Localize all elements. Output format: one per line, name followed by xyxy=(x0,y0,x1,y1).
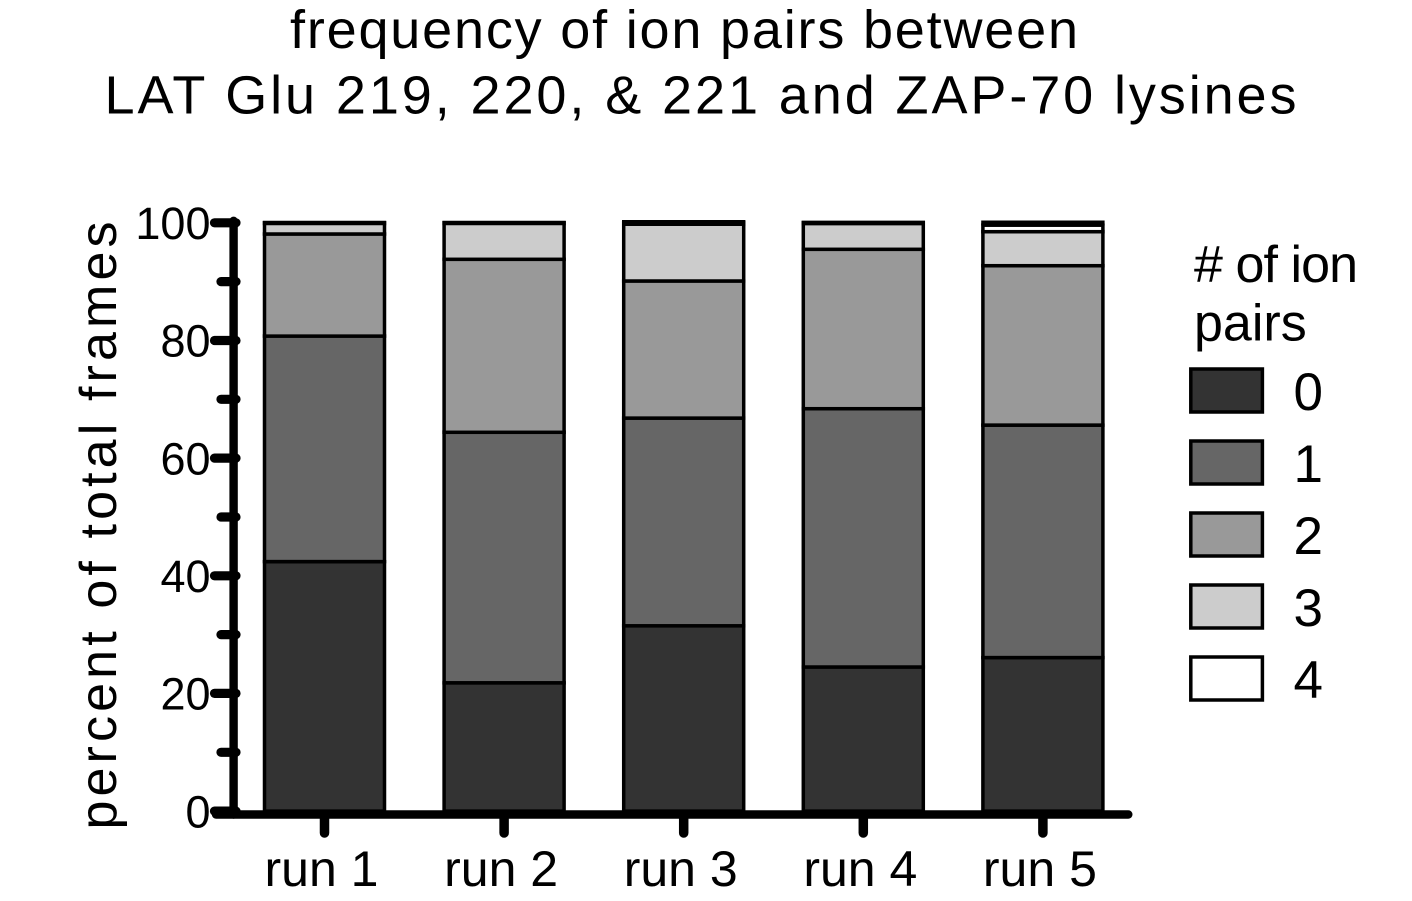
svg-text:pairs: pairs xyxy=(1194,295,1307,353)
svg-text:LAT Glu 219, 220, & 221 and ZA: LAT Glu 219, 220, & 221 and ZAP-70 lysin… xyxy=(105,66,1297,126)
svg-text:4: 4 xyxy=(1294,651,1323,710)
svg-text:100: 100 xyxy=(135,198,210,249)
svg-text:2: 2 xyxy=(1294,507,1323,566)
svg-text:run 1: run 1 xyxy=(265,841,379,897)
svg-text:# of ion: # of ion xyxy=(1194,236,1358,294)
svg-text:0: 0 xyxy=(185,786,210,837)
svg-text:80: 80 xyxy=(160,316,210,367)
svg-text:run 3: run 3 xyxy=(624,841,738,897)
svg-text:0: 0 xyxy=(1294,363,1323,422)
svg-text:run 2: run 2 xyxy=(444,841,558,897)
svg-text:1: 1 xyxy=(1294,435,1323,494)
svg-text:run 4: run 4 xyxy=(803,841,917,897)
svg-text:run 5: run 5 xyxy=(983,841,1097,897)
svg-text:20: 20 xyxy=(160,669,210,720)
svg-text:frequency of ion pairs between: frequency of ion pairs between xyxy=(290,0,1078,60)
svg-text:percent of total frames: percent of total frames xyxy=(70,222,128,830)
svg-text:3: 3 xyxy=(1294,579,1323,638)
svg-text:60: 60 xyxy=(160,433,210,484)
svg-text:40: 40 xyxy=(160,551,210,602)
